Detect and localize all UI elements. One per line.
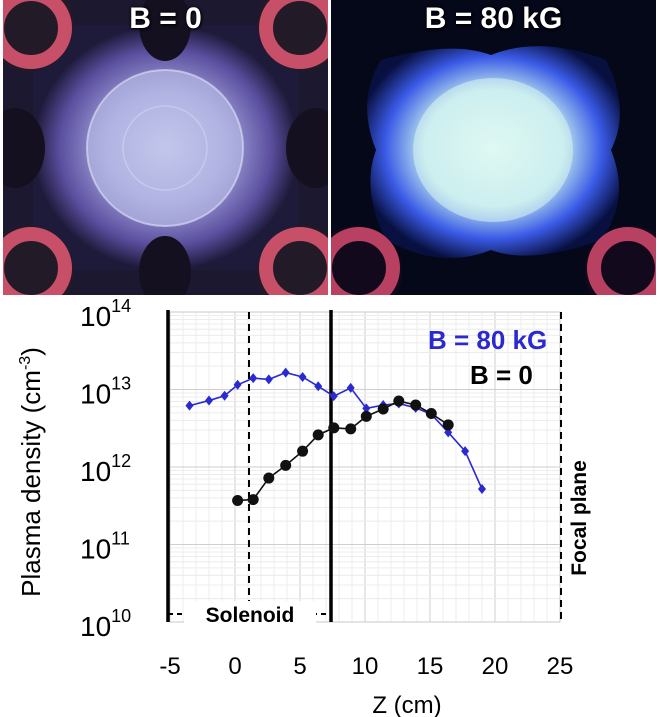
solenoid-label: Solenoid [206,604,295,627]
focal-plane-label: Focal plane [568,460,591,576]
data-point-b80 [478,484,486,495]
data-point-b80 [346,382,355,393]
x-tick-label: 20 [482,653,509,680]
data-point-b0 [328,422,340,434]
data-point-b80 [220,390,229,401]
y-axis-label: Plasma density (cm-3) [16,347,46,597]
x-tick-label: 10 [352,653,379,680]
data-point-b80 [281,367,290,378]
data-point-b0 [312,429,324,441]
data-point-b0 [360,410,372,422]
x-tick-label: 0 [228,653,241,680]
data-point-b0 [297,445,309,457]
photo-b0-image [3,0,328,295]
data-point-b0 [263,472,275,484]
x-tick-label: 25 [547,653,574,680]
data-point-b0 [442,419,454,431]
data-point-b80 [329,391,338,402]
x-axis-label: Z (cm) [372,692,441,717]
plot-frame [169,311,561,623]
axes: -5 0 5 10 15 20 25 1010 1011 1012 1013 1014 [80,296,573,680]
y-tick-label: 1014 [80,296,131,332]
y-tick-label: 1010 [80,606,131,642]
data-point-b80 [185,400,194,411]
data-point-b80 [205,395,213,406]
y-tick-label: 1011 [80,529,130,565]
data-point-b0 [232,494,244,506]
photo-b80-label: B = 80 kG [424,2,563,35]
data-point-b80 [249,373,258,384]
data-point-b0 [280,459,292,471]
data-point-b0 [425,408,437,420]
legend-b0: B = 0 [470,360,533,390]
x-tick-label: 5 [293,653,306,680]
solenoid-label-bg [184,601,316,627]
photo-b80-image [331,0,656,295]
series [185,367,486,506]
data-point-b0 [393,395,405,407]
y-tick-label: 1013 [80,374,131,410]
data-point-b0 [410,399,422,411]
data-point-b80 [362,403,371,414]
data-point-b80 [298,371,307,382]
data-point-b80 [314,381,323,392]
data-point-b0 [377,403,389,415]
y-tick-label: 1012 [80,451,131,487]
y-axis-label-close: ) [16,347,46,356]
density-chart: -5 0 5 10 15 20 25 1010 1011 1012 1013 1014 Solenoi… [16,296,591,717]
legend-b80: B = 80 kG [428,325,547,355]
photo-b0-label: B = 0 [129,2,202,35]
x-tick-label: -5 [159,653,180,680]
y-axis-label-text: Plasma density (cm [16,370,46,597]
data-point-b80 [264,374,273,385]
data-point-b80 [233,379,242,390]
grid [169,312,561,623]
x-tick-label: 15 [417,653,444,680]
photo-b0: B = 0 [3,0,328,295]
photo-b80: B = 80 kG [331,0,656,295]
data-point-b0 [247,494,259,506]
data-point-b0 [345,423,357,435]
data-point-b80 [461,446,470,457]
y-axis-label-sup: -3 [17,356,34,370]
